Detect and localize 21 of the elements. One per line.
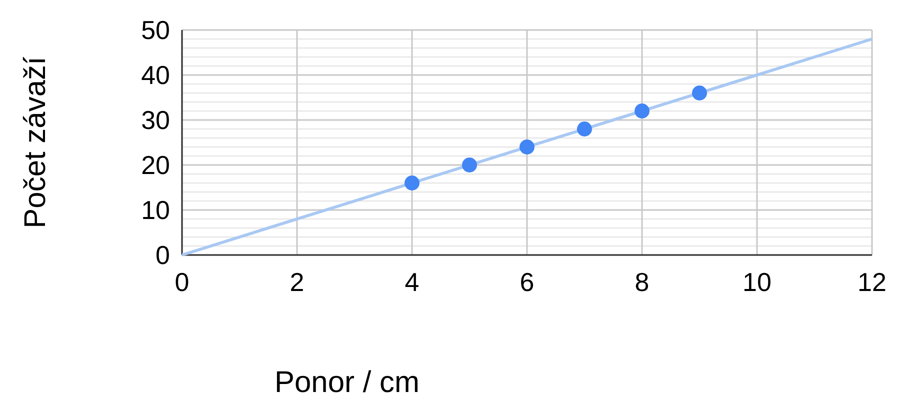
y-axis-title: Počet závaží [19,56,52,228]
point [634,104,650,118]
point [520,140,534,154]
y-tick-label: 40 [141,60,170,90]
point [462,158,477,172]
x-axis-title: Ponor / cm [274,366,420,399]
x-tick-label: 6 [520,267,534,297]
point [692,86,707,100]
x-tick-label: 4 [404,267,420,297]
x-tick-label: 2 [290,267,304,297]
y-tick-label: 0 [156,240,170,270]
x-tick-label: 10 [742,267,772,297]
point [577,122,592,136]
x-tick-label: 8 [634,267,650,297]
x-tick-label: 0 [174,267,190,297]
point [404,176,420,190]
x-tick-label: 12 [858,267,886,297]
y-tick-label: 20 [141,150,170,180]
y-tick-label: 10 [141,195,170,226]
y-tick-label: 30 [141,105,170,136]
y-tick-label: 50 [141,15,170,46]
